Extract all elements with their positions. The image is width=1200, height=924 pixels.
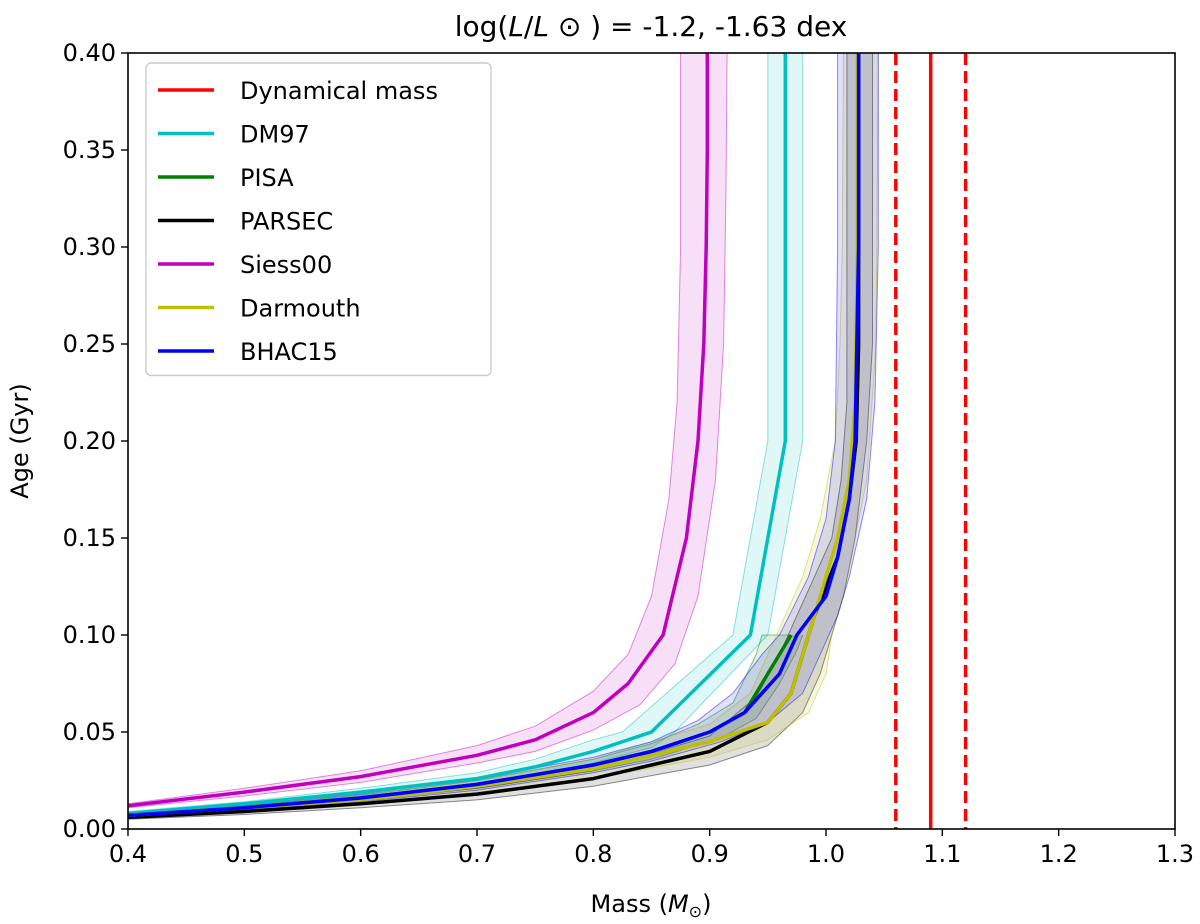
chart-title: log(L/L ⊙ ) = -1.2, -1.63 dex	[455, 10, 848, 43]
title-slash: /	[524, 10, 534, 43]
legend-label-parsec: PARSEC	[240, 208, 333, 236]
title-l1: L	[508, 10, 524, 43]
siess00-line	[128, 53, 710, 808]
bhac15-band-lower	[128, 53, 879, 818]
dm97-line	[128, 53, 788, 816]
legend-label-siess00: Siess00	[240, 251, 332, 279]
siess00-band-lower	[128, 53, 728, 809]
darmouth-line	[128, 53, 860, 818]
y-tick-label: 0.15	[63, 524, 116, 552]
y-tick-label: 0.10	[63, 621, 116, 649]
xlabel-sub: ⊙	[689, 902, 702, 921]
x-tick-label: 0.4	[109, 840, 147, 868]
y-axis-label: Age (Gyr)	[6, 383, 34, 498]
x-tick-label: 1.0	[807, 840, 845, 868]
legend-box	[145, 62, 492, 377]
uncertainty-bands	[128, 53, 879, 820]
x-tick-label: 0.7	[458, 840, 496, 868]
dm97-band-upper	[128, 53, 769, 812]
darmouth-band-upper	[128, 53, 844, 814]
y-tick-label: 0.30	[63, 233, 116, 261]
dynamical-mass-lines	[894, 53, 968, 829]
y-tick-label: 0.25	[63, 330, 116, 358]
xlabel-prefix: Mass (	[591, 890, 668, 918]
y-tick-label: 0.00	[63, 815, 116, 843]
xlabel-suffix: )	[702, 890, 711, 918]
y-tick-label: 0.05	[63, 718, 116, 746]
dm97-band-lower	[128, 53, 804, 816]
x-axis-ticks: 0.4 0.5 0.6 0.7 0.8 0.9 1.0 1.1 1.2 1.3	[109, 829, 1194, 868]
legend-label-dynamical-mass: Dynamical mass	[240, 77, 438, 105]
y-tick-label: 0.35	[63, 136, 116, 164]
x-axis-label: Mass (M⊙)	[591, 890, 712, 921]
x-tick-label: 1.2	[1040, 840, 1078, 868]
x-tick-label: 0.8	[574, 840, 612, 868]
series-lines	[128, 53, 861, 820]
x-tick-label: 1.3	[1156, 840, 1194, 868]
x-tick-label: 0.9	[691, 840, 729, 868]
x-tick-label: 1.1	[923, 840, 961, 868]
title-suffix: ⊙ ) = -1.2, -1.63 dex	[549, 10, 847, 43]
legend-label-darmouth: Darmouth	[240, 295, 361, 323]
x-tick-label: 0.6	[342, 840, 380, 868]
title-prefix: log(	[455, 10, 509, 43]
bhac15-line	[128, 53, 861, 818]
legend-label-dm97: DM97	[240, 121, 310, 149]
y-tick-label: 0.40	[63, 39, 116, 67]
xlabel-m: M	[668, 890, 689, 918]
legend: Dynamical mass DM97 PISA PARSEC Siess00 Darmo…	[145, 62, 492, 377]
pisa-band-upper	[128, 634, 792, 815]
parsec-band-lower	[128, 53, 873, 820]
title-l2: L	[533, 10, 549, 43]
x-tick-label: 0.5	[225, 840, 263, 868]
legend-label-pisa: PISA	[240, 164, 294, 192]
y-axis-ticks: 0.00 0.05 0.10 0.15 0.20 0.25 0.30 0.35 0.40	[63, 39, 128, 843]
y-tick-label: 0.20	[63, 427, 116, 455]
siess00-band-upper	[128, 53, 682, 805]
legend-label-bhac15: BHAC15	[240, 338, 338, 366]
